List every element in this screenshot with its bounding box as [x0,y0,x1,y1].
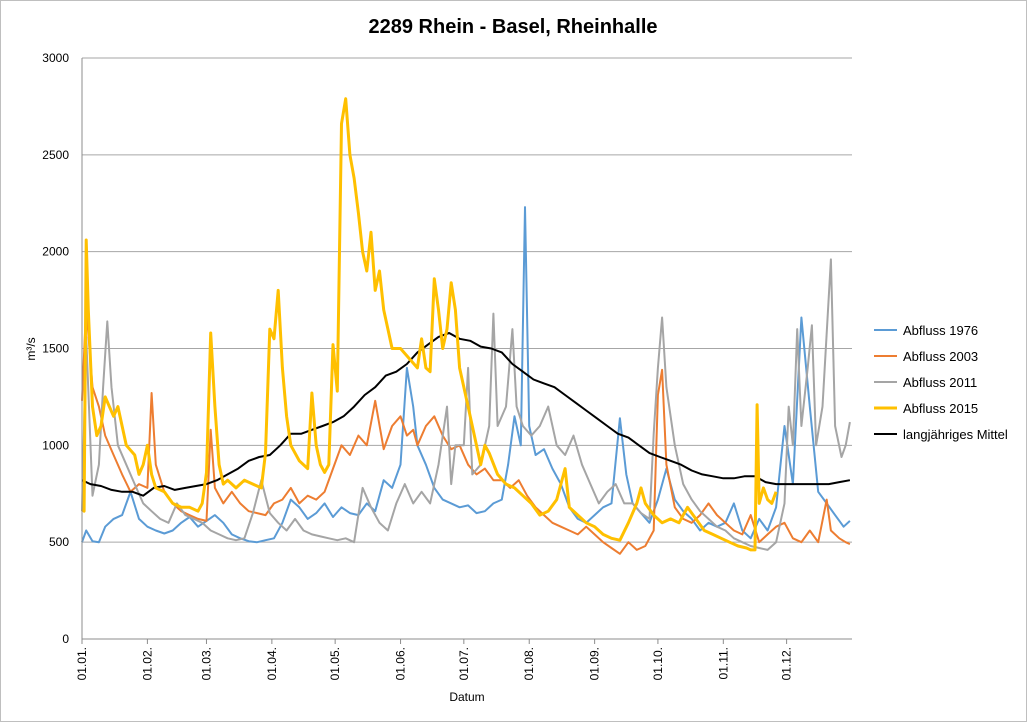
series-line-4 [81,332,851,497]
chart-title: 2289 Rhein - Basel, Rheinhalle [369,16,658,38]
legend-label: Abfluss 2011 [903,375,977,390]
x-tick-label: 01.07. [457,647,471,680]
y-tick-label: 1500 [42,342,69,356]
legend-label: langjähriges Mittel [903,427,1008,442]
x-axis-label: Datum [449,690,484,704]
y-axis-label: m³/s [24,337,38,360]
x-tick-label: 01.06. [394,647,408,680]
y-tick-label: 2000 [42,245,69,259]
legend-label: Abfluss 2003 [903,349,978,364]
y-tick-label: 1000 [42,438,69,452]
x-tick-label: 01.02. [140,647,154,680]
x-tick-label: 01.08. [522,647,536,680]
y-tick-label: 500 [49,535,69,549]
legend-label: Abfluss 2015 [903,401,978,416]
x-tick-label: 01.09. [588,647,602,680]
series-layer [80,97,851,555]
x-tick-label: 01.01. [75,647,89,680]
series-line-1 [81,304,851,555]
x-tick-label: 01.10. [651,647,665,680]
legend: Abfluss 1976 Abfluss 2003 Abfluss 2011 Abfl… [874,323,1008,442]
y-tick-label: 3000 [42,51,69,65]
x-axis-ticks: 01.01. 01.02. 01.03. 01.04. 01.05. 01.06. 01.0… [75,639,794,680]
y-axis-ticks: 0 500 1000 1500 2000 2500 3000 [42,51,69,646]
x-tick-label: 01.04. [265,647,279,680]
x-tick-label: 01.11. [716,647,730,679]
y-tick-label: 0 [62,632,69,646]
y-tick-label: 2500 [42,148,69,162]
x-tick-label: 01.03. [199,647,213,680]
series-line-0 [81,206,851,544]
gridlines [82,57,852,543]
series-line-3 [80,97,778,552]
legend-label: Abfluss 1976 [903,323,978,338]
x-tick-label: 01.12. [780,647,794,680]
x-tick-label: 01.05. [328,647,342,680]
